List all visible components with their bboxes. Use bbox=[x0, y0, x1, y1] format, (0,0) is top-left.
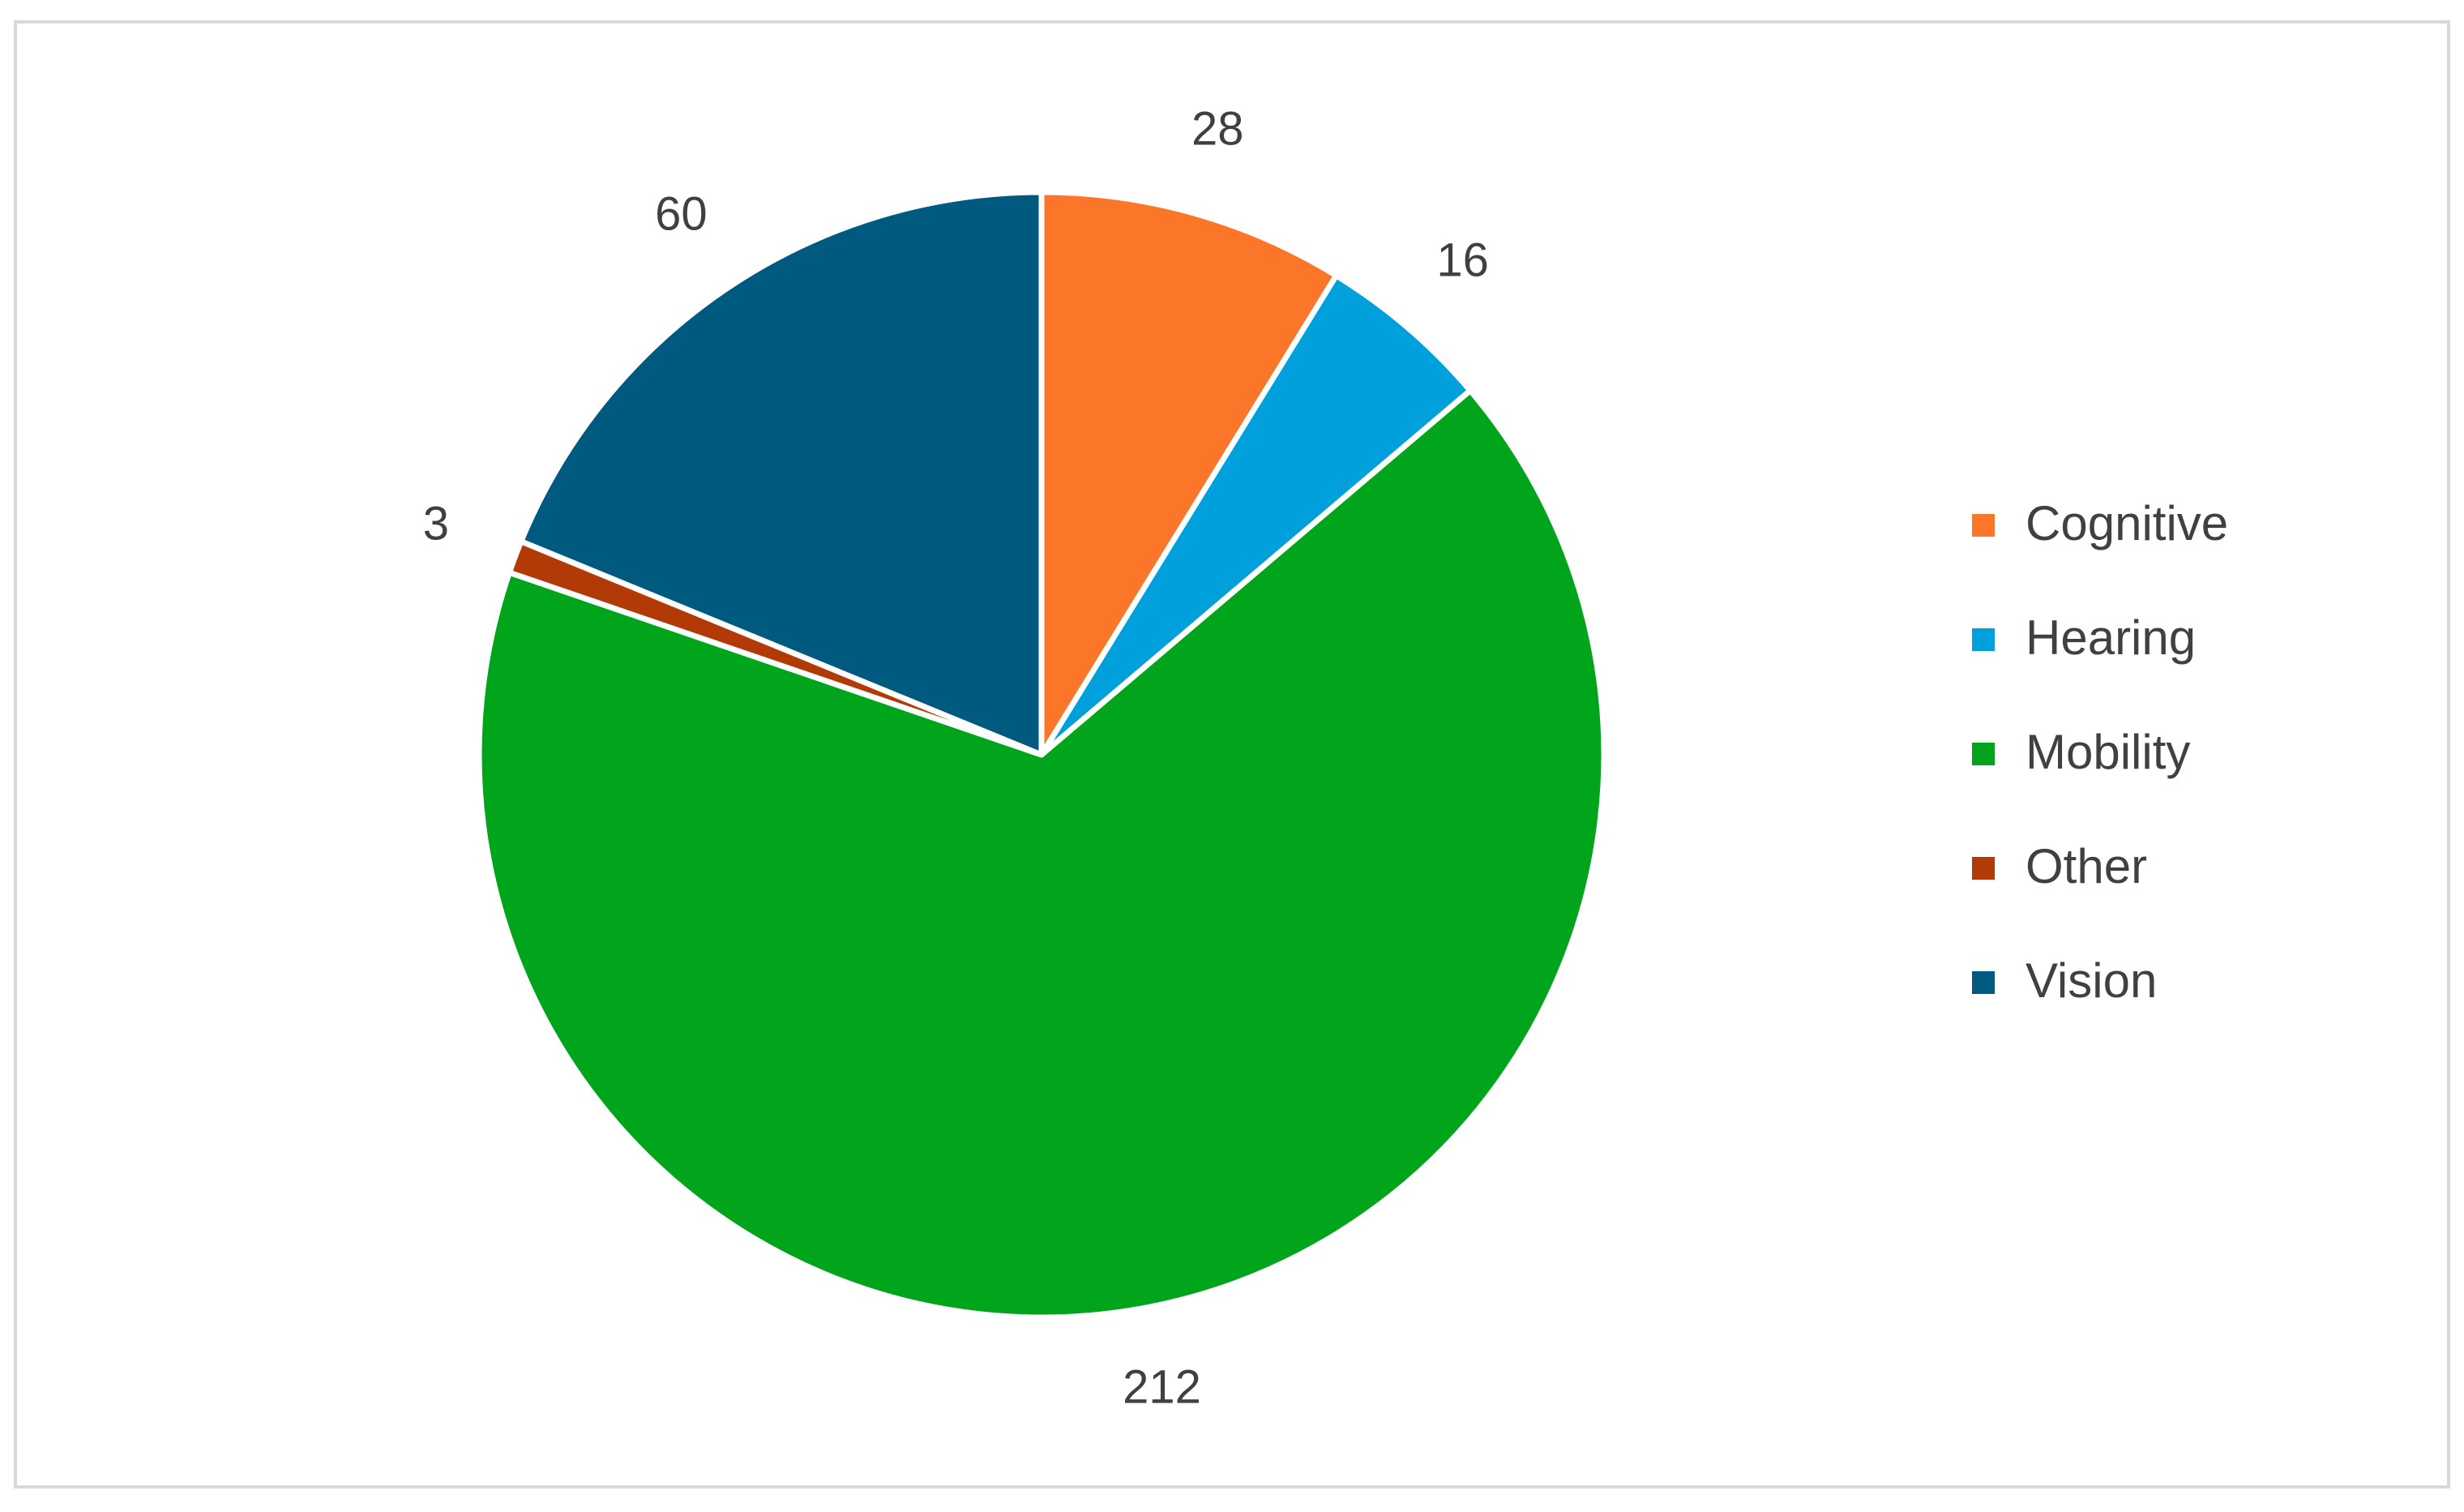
value-label: 28 bbox=[1191, 102, 1244, 155]
value-label: 3 bbox=[423, 498, 449, 550]
data-labels: 28 16 212 3 60 bbox=[423, 102, 1489, 1413]
pie bbox=[476, 189, 1607, 1321]
legend-label: Other bbox=[2026, 839, 2147, 893]
legend-label: Hearing bbox=[2026, 610, 2196, 665]
legend: Cognitive Hearing Mobility Other Vision bbox=[1972, 496, 2228, 1008]
pie-slice bbox=[1038, 189, 1340, 758]
pie-slice bbox=[1038, 272, 1474, 758]
legend-label: Mobility bbox=[2026, 725, 2190, 779]
legend-marker bbox=[1972, 971, 1995, 994]
legend-marker bbox=[1972, 514, 1995, 537]
value-label: 16 bbox=[1436, 234, 1489, 287]
legend-marker bbox=[1972, 628, 1995, 651]
legend-marker bbox=[1972, 857, 1995, 880]
pie-slice bbox=[476, 388, 1607, 1321]
legend-label: Vision bbox=[2026, 953, 2157, 1008]
pie-slice bbox=[518, 189, 1045, 758]
legend-label: Cognitive bbox=[2026, 496, 2228, 550]
value-label: 60 bbox=[655, 188, 708, 241]
legend-marker bbox=[1972, 743, 1995, 765]
value-label: 212 bbox=[1123, 1360, 1201, 1413]
